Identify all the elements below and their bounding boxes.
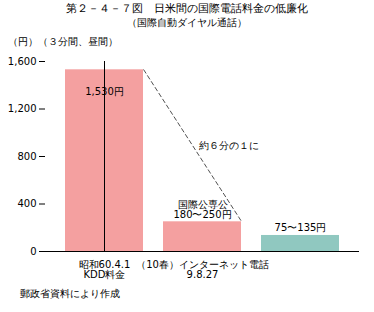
svg-text:（円）（３分間、昼間）: （円）（３分間、昼間） xyxy=(8,36,118,47)
svg-text:400: 400 xyxy=(17,198,36,209)
svg-text:約６分の１に: 約６分の１に xyxy=(199,140,259,151)
svg-text:75〜135円: 75〜135円 xyxy=(275,222,327,233)
svg-text:0: 0 xyxy=(30,246,36,257)
html-text:郵政省資料により作成: 郵政省資料により作成 xyxy=(20,288,120,299)
html-text:（国際自動ダイヤル通話）: （国際自動ダイヤル通話） xyxy=(127,17,247,28)
svg-text:800: 800 xyxy=(17,151,36,162)
html-text:第２－４－７図 日米間の国際電話料金の低廉化: 第２－４－７図 日米間の国際電話料金の低廉化 xyxy=(66,2,308,15)
svg-text:1,600: 1,600 xyxy=(8,56,37,67)
svg-text:昭和60.4.1KDD料金: 昭和60.4.1KDD料金 xyxy=(79,259,131,280)
svg-text:1,530円: 1,530円 xyxy=(85,86,124,97)
svg-text:（10春）インターネット電話9.8.27: （10春）インターネット電話9.8.27 xyxy=(136,259,269,280)
svg-text:1,200: 1,200 xyxy=(8,103,37,114)
svg-text:国際公専公180〜250円: 国際公専公180〜250円 xyxy=(173,199,231,220)
